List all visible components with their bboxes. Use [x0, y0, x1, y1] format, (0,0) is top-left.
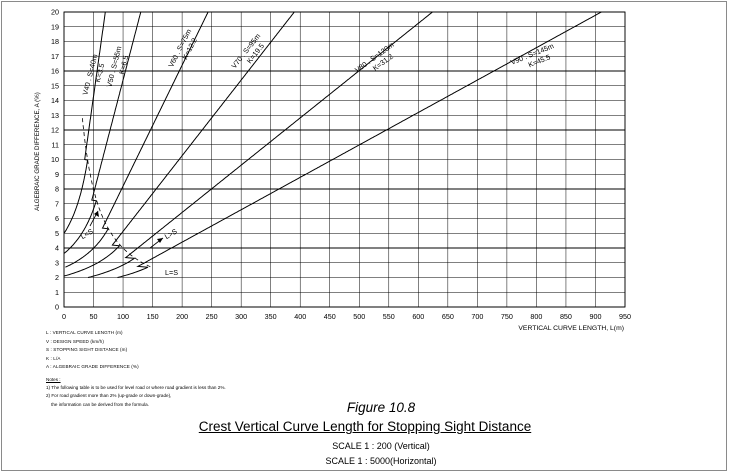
annotation-l-eq-s: L=S: [165, 268, 178, 277]
notes: Notes : 1) The following table is to be …: [46, 376, 226, 409]
x-tick-label: 650: [442, 312, 454, 321]
x-tick-label: 300: [235, 312, 247, 321]
x-tick-label: 750: [501, 312, 513, 321]
y-tick-label: 8: [55, 185, 59, 194]
y-tick-label: 10: [51, 155, 59, 164]
x-tick-label: 200: [176, 312, 188, 321]
y-tick-label: 6: [55, 214, 59, 223]
y-tick-label: 4: [55, 244, 59, 253]
x-tick-label: 700: [471, 312, 483, 321]
y-tick-label: 3: [55, 258, 59, 267]
y-tick-label: 20: [51, 8, 59, 17]
y-tick-label: 1: [55, 288, 59, 297]
y-axis-label: ALGEBRAIC GRADE DIFFERENCE, A (%): [34, 92, 41, 211]
y-tick-label: 15: [51, 81, 59, 90]
note-item: the information can be derived from the …: [46, 401, 149, 407]
x-tick-label: 350: [265, 312, 277, 321]
series-curve: [63, 11, 106, 234]
y-tick-label: 13: [51, 111, 59, 120]
x-tick-label: 800: [530, 312, 542, 321]
symbol-legend: L : VERTICAL CURVE LENGTH (m) V : DESIGN…: [46, 329, 139, 372]
x-tick-label: 450: [324, 312, 336, 321]
boundary-curve: [82, 118, 152, 268]
series-curve: [87, 11, 433, 278]
y-tick-label: 9: [55, 170, 59, 179]
y-tick-label: 12: [51, 126, 59, 135]
x-axis-label: VERTICAL CURVE LENGTH, L(m): [518, 325, 624, 332]
series-curve: [63, 11, 295, 277]
x-tick-label: 100: [117, 312, 129, 321]
x-tick-label: 550: [383, 312, 395, 321]
figure-number: Figure 10.8: [346, 400, 416, 415]
y-tick-label: 19: [51, 22, 59, 31]
scale-horizontal: SCALE 1 : 5000(Horizontal): [325, 456, 437, 466]
arrowhead-l-lt-s: [94, 211, 99, 217]
x-tick-label: 400: [294, 312, 306, 321]
note-item: 2) For road gradient more than 2% (up-gr…: [46, 393, 172, 399]
y-tick-label: 14: [51, 96, 59, 105]
series-curve: [65, 11, 209, 268]
series-curve: [117, 11, 602, 278]
y-tick-label: 2: [55, 273, 59, 282]
arrowhead-l-gt-s: [157, 238, 163, 243]
k-label: K=3.5: [93, 63, 106, 84]
x-tick-label: 50: [90, 312, 98, 321]
figure-title: Crest Vertical Curve Length for Stopping…: [198, 419, 532, 434]
y-tick-label: 17: [51, 52, 59, 61]
legend-item-l: L : VERTICAL CURVE LENGTH (m): [46, 330, 123, 335]
y-tick-label: 7: [55, 199, 59, 208]
y-tick-label: 5: [55, 229, 59, 238]
y-tick-label: 0: [55, 303, 59, 312]
scale-vertical: SCALE 1 : 200 (Vertical): [332, 441, 430, 451]
k-label: K=6.5: [117, 55, 130, 76]
y-tick-label: 11: [52, 140, 59, 149]
annotation-l-lt-s: L<S: [79, 227, 95, 241]
y-tick-label: 18: [51, 37, 59, 46]
x-tick-label: 250: [206, 312, 218, 321]
x-tick-label: 850: [560, 312, 572, 321]
plot-border: [63, 11, 626, 308]
y-tick-label: 16: [51, 67, 59, 76]
series-curve: [64, 11, 142, 254]
x-tick-label: 0: [62, 312, 66, 321]
legend-item-s: S : STOPPING SIGHT DISTANCE (m): [46, 347, 128, 353]
x-tick-label: 950: [619, 312, 631, 321]
legend-item-a: A : ALGEBRAIC GRADE DIFFERENCE (%): [46, 364, 139, 370]
x-tick-label: 150: [147, 312, 159, 321]
x-tick-label: 500: [353, 312, 365, 321]
legend-item-v: V : DESIGN SPEED (km/h): [46, 338, 104, 344]
x-tick-label: 900: [589, 312, 601, 321]
annotation-l-gt-s: L>S: [163, 227, 179, 241]
note-item: 1) The following table is to be used for…: [46, 385, 226, 391]
notes-title: Notes :: [46, 377, 61, 382]
x-tick-label: 600: [412, 312, 424, 321]
legend-item-k: K : L/A: [46, 355, 61, 361]
